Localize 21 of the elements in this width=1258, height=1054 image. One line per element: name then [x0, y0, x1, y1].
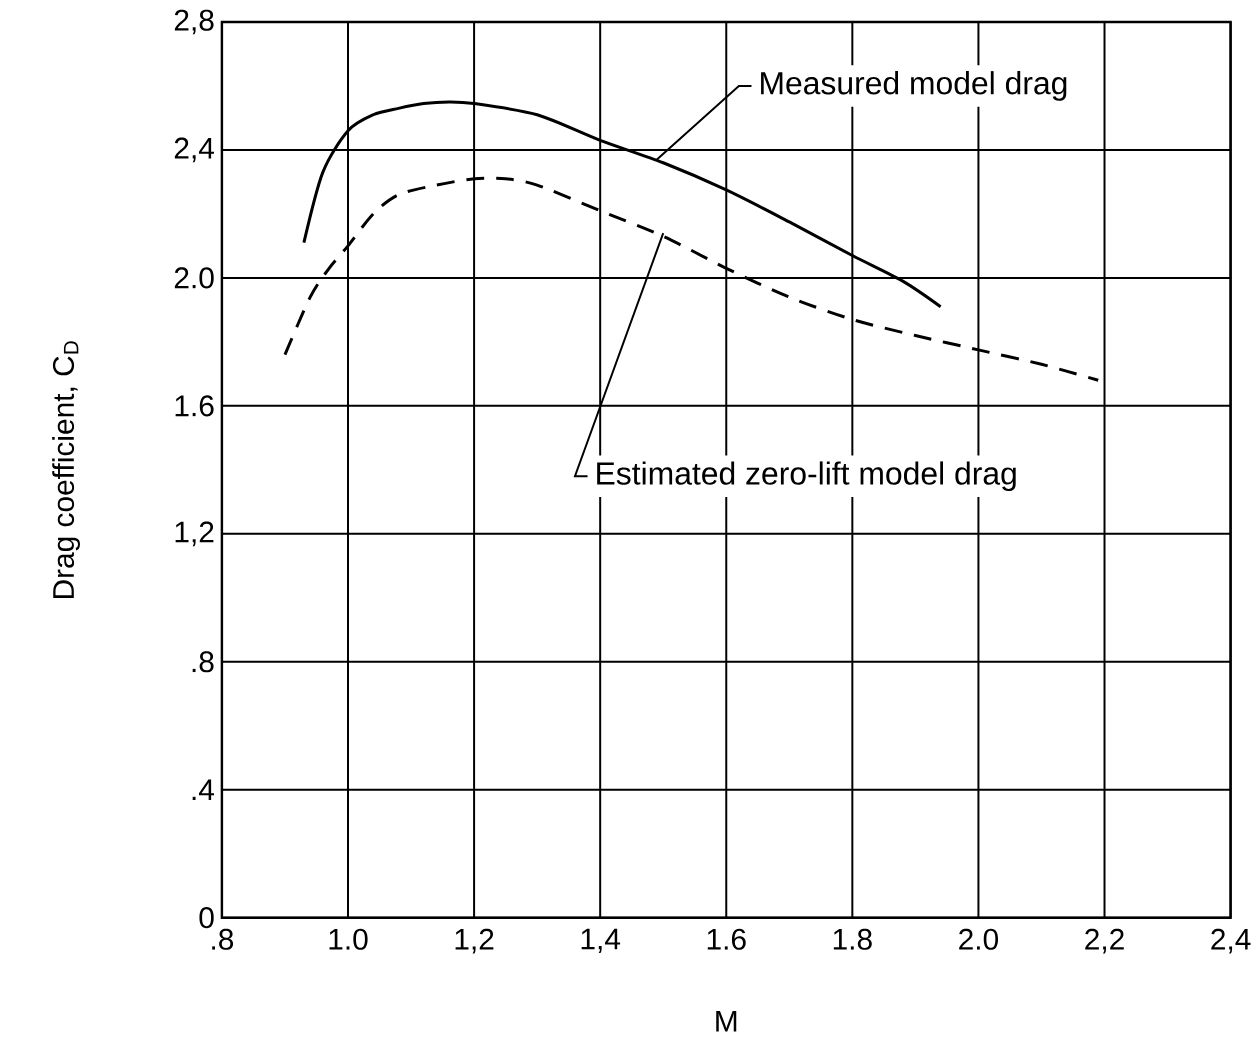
x-tick-label: 1.0 [329, 928, 368, 951]
x-tick-label: 2.0 [959, 928, 999, 951]
y-axis-title: Drag coefficient, C$_{D}$ [52, 341, 80, 599]
y-tick-label: 0 [199, 907, 214, 929]
x-tick-label: .8 [212, 928, 234, 951]
y-tick-label: 1,2 [175, 521, 214, 547]
y-tick-label: 2,8 [174, 9, 214, 35]
x-tick-label: 1.6 [707, 928, 746, 951]
y-tick-label: 2,4 [174, 137, 215, 163]
y-tick-label: .8 [192, 651, 214, 673]
x-tick-label: 1,2 [455, 928, 494, 954]
x-tick-label: 2,2 [1085, 928, 1124, 954]
x-axis-title: M [716, 1011, 737, 1032]
y-tick-label: 2.0 [174, 267, 214, 289]
y-tick-label: 1.6 [175, 395, 214, 417]
x-tick-label: 1,4 [581, 928, 621, 954]
x-tick-label: 1.8 [833, 928, 872, 951]
annotation: Estimated zero-lift model drag [597, 461, 1016, 492]
x-tick-label: 2,4 [1211, 928, 1251, 954]
y-tick-label: .4 [192, 779, 215, 801]
annotation: Measured model drag [761, 71, 1067, 101]
